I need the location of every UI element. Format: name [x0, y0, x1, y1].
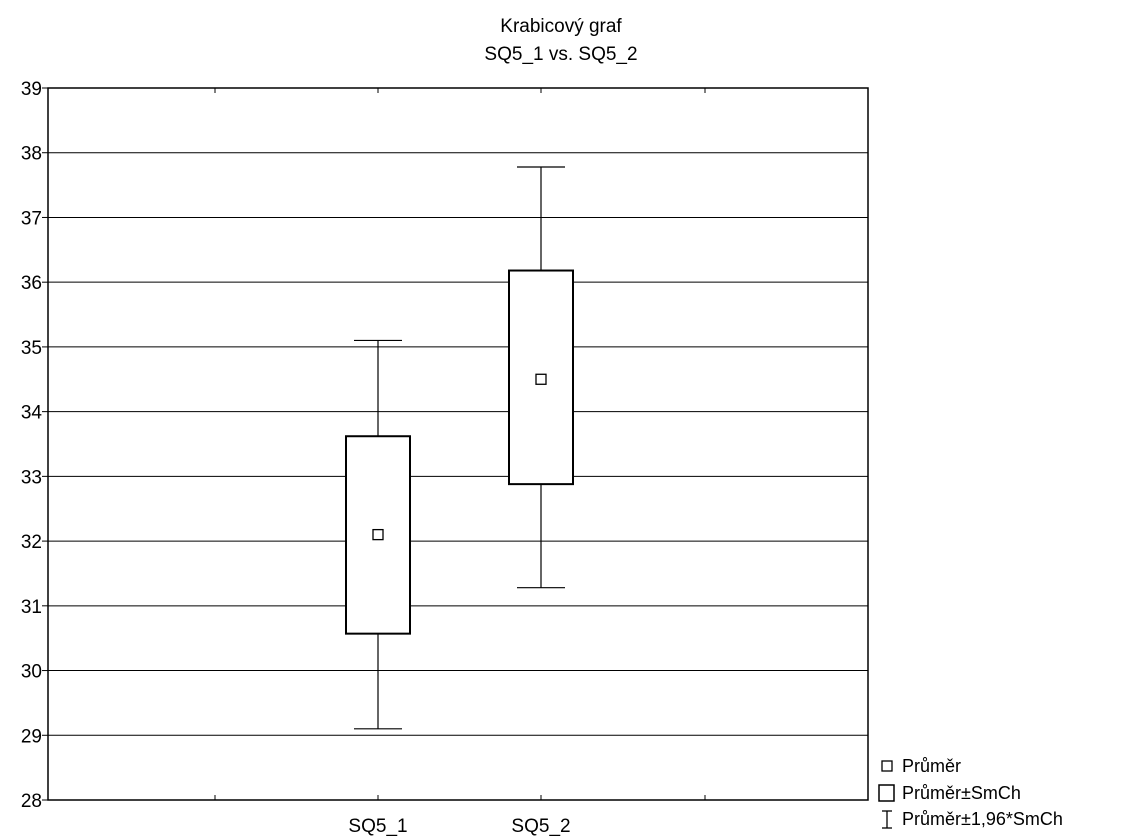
- y-tick-label: 30: [21, 662, 42, 683]
- y-tick-label: 38: [21, 144, 42, 165]
- x-category-label: SQ5_2: [511, 816, 570, 837]
- legend-label-mean: Průměr: [902, 755, 962, 776]
- y-tick-label: 32: [21, 532, 42, 553]
- legend-item-se-box: Průměr±SmCh: [876, 782, 1021, 804]
- x-category-label: SQ5_1: [348, 816, 407, 837]
- y-tick-label: 29: [21, 726, 42, 747]
- y-tick-label: 35: [21, 338, 42, 359]
- y-tick-label: 39: [21, 79, 42, 100]
- chart-subtitle: SQ5_1 vs. SQ5_2: [484, 44, 638, 65]
- whisker-icon: [882, 810, 892, 829]
- y-tick-label: 31: [21, 597, 42, 618]
- y-tick-label: 28: [21, 791, 42, 812]
- y-tick-label: 34: [21, 403, 43, 424]
- legend-label-ci-whisker: Průměr±1,96*SmCh: [902, 808, 1063, 829]
- box-icon: [878, 784, 895, 802]
- legend-item-mean: Průměr: [876, 755, 961, 777]
- legend-item-ci-whisker: Průměr±1,96*SmCh: [876, 808, 1063, 830]
- chart-title: Krabicový graf: [500, 16, 622, 37]
- y-tick-label: 37: [21, 208, 42, 229]
- legend-label-se-box: Průměr±SmCh: [902, 782, 1021, 803]
- mean-marker-icon: [881, 760, 893, 772]
- y-tick-label: 36: [21, 273, 42, 294]
- mean-marker: [535, 373, 547, 385]
- y-tick-label: 33: [21, 467, 42, 488]
- plot-area-frame: [47, 87, 869, 801]
- mean-marker: [372, 528, 384, 541]
